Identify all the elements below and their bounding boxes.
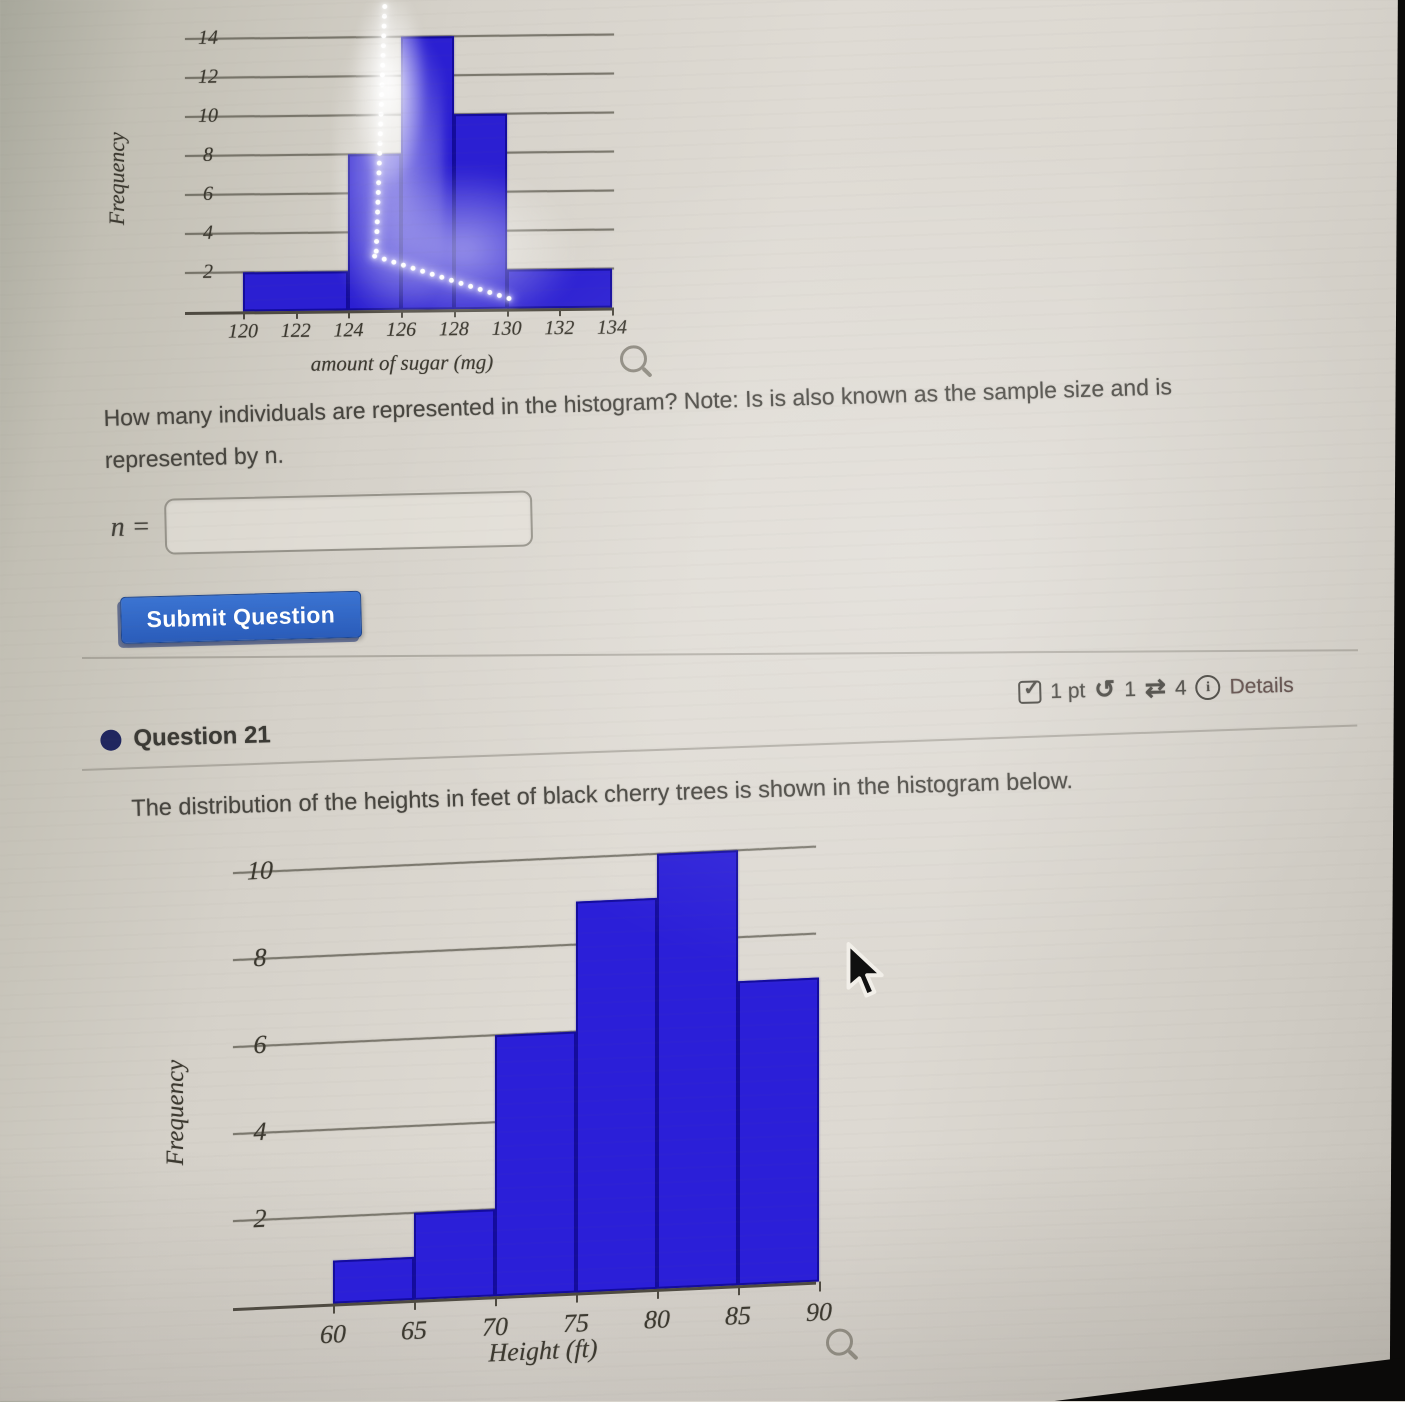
y-axis-label: Frequency	[104, 132, 129, 226]
x-tick-label: 85	[725, 1300, 751, 1331]
y-tick-label: 6	[203, 182, 213, 205]
tree-height-histogram: Frequency Height (ft) 2 4 6 8 10 60 65 70 75 80 85…	[148, 808, 888, 1402]
x-tick-mark	[414, 1299, 416, 1310]
x-tick-label: 134	[597, 316, 628, 339]
x-tick-label: 70	[482, 1311, 508, 1342]
histogram-bar	[414, 1209, 495, 1300]
question-21-title: Question 21	[132, 721, 272, 753]
x-tick-mark	[453, 309, 456, 318]
x-tick-mark	[495, 1296, 497, 1307]
x-tick-label: 60	[320, 1319, 346, 1350]
gridline	[185, 111, 614, 119]
sugar-histogram: Frequency amount of sugar (mg) 2 4 6 8 10 12 1…	[80, 5, 680, 389]
y-tick-label: 8	[203, 143, 213, 166]
n-equals-label: n =	[110, 511, 151, 543]
y-tick-label: 4	[253, 1116, 267, 1146]
histogram-bar	[401, 36, 454, 310]
y-tick-label: 10	[247, 855, 273, 886]
section-divider	[82, 724, 1358, 771]
undo-icon: ↺	[1093, 675, 1116, 705]
histogram-bar	[657, 850, 738, 1289]
info-icon: i	[1195, 674, 1221, 701]
x-tick-mark	[657, 1288, 659, 1299]
histogram-bar	[495, 1031, 576, 1297]
x-tick-label: 80	[644, 1304, 670, 1335]
x-tick-mark	[348, 310, 351, 319]
checkbox-icon: ✓	[1018, 677, 1042, 704]
x-tick-mark	[559, 308, 562, 317]
x-tick-mark	[401, 309, 404, 318]
answer-row: n =	[110, 490, 534, 556]
question-meta-row: ✓ 1 pt ↺ 1 ⇄ 4 i Details	[1018, 673, 1294, 705]
photo-edge	[1389, 0, 1405, 1401]
x-tick-label: 65	[401, 1315, 427, 1346]
y-tick-label: 14	[198, 26, 218, 49]
question-21-header: Question 21	[100, 721, 271, 754]
zoom-chart-icon[interactable]	[826, 1327, 853, 1357]
question-21-prompt: The distribution of the heights in feet …	[131, 767, 1074, 821]
gridline	[185, 72, 614, 80]
x-axis-label: amount of sugar (mg)	[310, 349, 494, 376]
regenerate-icon: ⇄	[1144, 674, 1167, 703]
undo-count: 1	[1123, 677, 1137, 701]
histogram-bar	[506, 268, 613, 309]
y-tick-label: 8	[253, 942, 267, 972]
check-glyph: ✓	[1022, 677, 1041, 700]
histogram-bar	[738, 977, 819, 1286]
histogram-bar	[348, 153, 402, 311]
y-axis-label: Frequency	[162, 1059, 189, 1167]
y-tick-label: 2	[253, 1203, 267, 1233]
y-tick-label: 10	[198, 104, 218, 127]
details-link[interactable]: Details	[1229, 673, 1295, 698]
x-tick-mark	[738, 1285, 740, 1296]
histogram-bar	[243, 271, 349, 312]
histogram-bar	[333, 1256, 414, 1304]
histogram-bar	[453, 113, 507, 310]
question-status-bullet	[100, 728, 122, 751]
x-tick-label: 75	[563, 1307, 589, 1339]
histogram-bar	[576, 897, 657, 1293]
regenerate-count: 4	[1174, 676, 1187, 700]
x-tick-mark	[243, 311, 245, 320]
photo-edge	[1054, 1357, 1405, 1401]
section-divider	[82, 649, 1358, 659]
points-label: 1 pt	[1050, 678, 1086, 703]
gridline	[185, 33, 614, 41]
y-tick-label: 2	[203, 260, 213, 283]
zoom-chart-icon[interactable]	[620, 345, 647, 373]
n-answer-input[interactable]	[163, 490, 534, 555]
x-tick-mark	[506, 308, 509, 317]
y-tick-label: 12	[198, 65, 218, 88]
x-tick-mark	[576, 1292, 578, 1303]
x-tick-label: 90	[806, 1296, 832, 1328]
y-tick-label: 6	[253, 1029, 267, 1059]
x-tick-mark	[819, 1281, 821, 1292]
submit-question-button[interactable]: Submit Question	[120, 590, 362, 644]
y-tick-label: 4	[203, 221, 213, 244]
x-tick-mark	[612, 307, 615, 316]
x-tick-mark	[333, 1303, 335, 1314]
mouse-cursor	[846, 942, 884, 998]
x-tick-mark	[295, 310, 298, 319]
